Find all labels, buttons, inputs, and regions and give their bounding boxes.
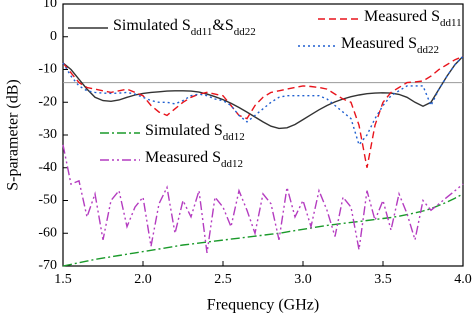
x-tick-label: 2.5 xyxy=(214,272,232,287)
x-tick-label: 2.0 xyxy=(134,272,152,287)
y-tick-label: -40 xyxy=(38,160,57,175)
series-line xyxy=(62,55,464,130)
y-tick-label: -20 xyxy=(38,94,57,109)
y-tick-label: -50 xyxy=(38,193,57,208)
legend-label: Measured Sdd12 xyxy=(145,149,243,170)
series-line xyxy=(62,55,464,168)
y-tick-label: 10 xyxy=(43,0,57,11)
series-line xyxy=(62,144,464,253)
y-tick-label: -70 xyxy=(38,258,57,273)
legend-label: Simulated Sdd11&Sdd22 xyxy=(113,17,256,38)
legend-label: Simulated Sdd12 xyxy=(145,122,245,143)
y-tick-label: -10 xyxy=(38,62,57,77)
y-tick-label: 0 xyxy=(50,29,57,44)
series-line xyxy=(62,55,464,147)
x-tick-label: 3.0 xyxy=(294,272,312,287)
x-tick-label: 3.5 xyxy=(374,272,392,287)
y-tick-label: -30 xyxy=(38,127,57,142)
y-tick-label: -60 xyxy=(38,225,57,240)
x-tick-label: 1.5 xyxy=(54,272,72,287)
legend-label: Measured Sdd22 xyxy=(341,35,439,56)
legend-label: Measured Sdd11 xyxy=(364,8,462,29)
y-axis-title: S-parameter (dB) xyxy=(5,79,22,191)
x-axis-title: Frequency (GHz) xyxy=(207,297,319,314)
x-tick-label: 4.0 xyxy=(454,272,472,287)
